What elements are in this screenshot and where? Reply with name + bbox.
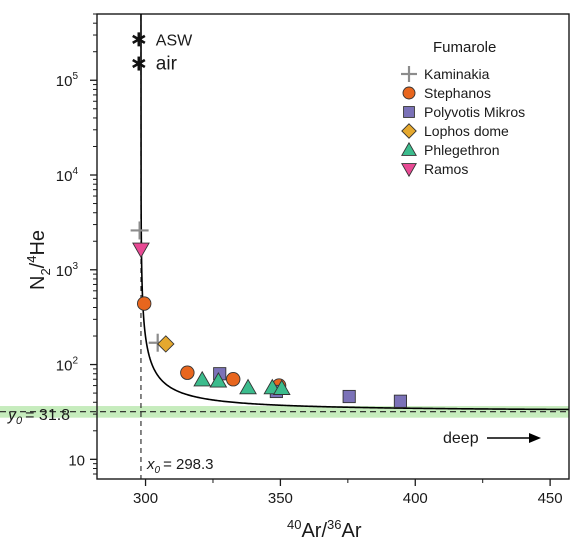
- reference-points: ASW air: [132, 32, 193, 75]
- y0-label-value: = 31.8: [25, 407, 70, 424]
- y-tick-exp: 2: [72, 356, 78, 367]
- y-tick-exp: 3: [72, 261, 78, 272]
- y-tick-label: 102: [56, 356, 79, 375]
- legend-label: Kaminakia: [424, 66, 490, 82]
- marker-ramos-shape: [132, 242, 150, 259]
- marker-ramos: [132, 242, 150, 259]
- marker-phlegethron-shape: [272, 379, 291, 395]
- legend-title: Fumarole: [433, 39, 496, 56]
- y-tick-label: 104: [56, 166, 79, 185]
- legend-item-stephanos: Stephanos: [402, 85, 491, 101]
- legend-item-kaminakia: Kaminakia: [401, 66, 490, 82]
- reference-air: air: [132, 54, 178, 75]
- x0-label-value: = 298.3: [163, 456, 213, 473]
- legend-label: Polyvotis Mikros: [424, 104, 525, 120]
- marker-stephanos-shape: [226, 372, 241, 387]
- x-tick-label: 450: [538, 490, 563, 507]
- legend-marker: [401, 141, 417, 156]
- marker-polyvotis-mikros: [342, 389, 356, 404]
- y-label-base3: He: [27, 230, 49, 256]
- legend-marker: [402, 86, 416, 100]
- x-axis-ticks: 300 350 400 450: [133, 479, 563, 507]
- x-tick-label: 400: [403, 490, 428, 507]
- legend-marker: [403, 106, 415, 118]
- marker-polyvotis-mikros-shape: [342, 389, 356, 404]
- marker-stephanos-shape: [180, 365, 195, 380]
- y0-label: y0 = 31.8: [7, 407, 70, 427]
- x-axis-label: 40Ar/36Ar: [287, 517, 362, 542]
- legend-marker: [401, 163, 417, 178]
- y-axis-label: N2/4He: [24, 230, 53, 290]
- marker-lophos-dome-shape: [157, 335, 175, 353]
- legend: Fumarole Kaminakia Stephanos Polyvotis Mik…: [401, 39, 525, 178]
- y-tick-base: 10: [56, 73, 73, 90]
- x-label-sup2: 36: [327, 517, 341, 532]
- legend-label: Ramos: [424, 161, 468, 177]
- marker-phlegethron: [193, 370, 212, 387]
- x-label-base2: Ar: [342, 520, 362, 542]
- marker-stephanos: [180, 365, 195, 380]
- marker-stephanos: [136, 296, 152, 311]
- y-tick-base: 10: [68, 452, 85, 469]
- y-label-base1: N: [27, 276, 49, 290]
- y-tick-label: 105: [56, 71, 79, 90]
- marker-stephanos-shape: [136, 296, 152, 311]
- legend-label: Lophos dome: [424, 123, 509, 139]
- y0-label-sub: 0: [16, 415, 23, 427]
- x0-label: x0 = 298.3: [146, 456, 214, 476]
- deep-arrow-icon: [487, 433, 541, 443]
- marker-stephanos: [226, 372, 241, 387]
- asterisk-icon: [132, 34, 146, 44]
- reference-label: ASW: [156, 32, 193, 49]
- x-label-sup1: 40: [287, 517, 301, 532]
- marker-phlegethron: [209, 372, 228, 388]
- legend-label: Phlegethron: [424, 142, 500, 158]
- plot-frame: [96, 13, 570, 480]
- y-tick-base: 10: [56, 263, 73, 280]
- y-tick-label: 10: [68, 452, 85, 469]
- reference-asw: ASW: [132, 32, 193, 49]
- x-tick-label: 350: [268, 490, 293, 507]
- marker-kaminakia: [130, 221, 149, 240]
- plot-area: [96, 13, 570, 480]
- x-tick-label: 300: [133, 490, 158, 507]
- y-tick-label: 103: [56, 261, 79, 280]
- legend-item-phlegethron: Phlegethron: [401, 141, 500, 158]
- reference-label: air: [156, 54, 178, 75]
- x0-label-sub: 0: [155, 465, 161, 476]
- marker-phlegethron: [272, 379, 291, 395]
- marker-phlegethron-shape: [239, 378, 257, 395]
- deep-annotation: deep: [443, 430, 479, 447]
- marker-lophos-dome: [157, 335, 175, 353]
- marker-polyvotis-mikros-shape: [393, 394, 407, 408]
- x-label-base1: Ar/: [301, 520, 327, 542]
- y-label-base2: /: [27, 262, 49, 268]
- asterisk-icon: [132, 58, 146, 69]
- fit-curve: [140, 13, 569, 411]
- y-label-sup: 4: [24, 256, 39, 263]
- y-tick-exp: 4: [72, 166, 78, 177]
- marker-phlegethron: [239, 378, 257, 395]
- legend-item-lophos-dome: Lophos dome: [401, 123, 509, 139]
- y-label-sub: 2: [38, 268, 53, 275]
- marker-phlegethron-shape: [193, 370, 212, 387]
- marker-phlegethron-shape: [209, 372, 228, 388]
- legend-item-polyvotis-mikros: Polyvotis Mikros: [403, 104, 525, 120]
- legend-item-ramos: Ramos: [401, 161, 468, 178]
- marker-polyvotis-mikros: [393, 394, 407, 408]
- data-markers: [130, 221, 407, 408]
- y-tick-base: 10: [56, 168, 73, 185]
- x0-label-var: x: [146, 456, 155, 473]
- y0-label-var: y: [7, 407, 17, 424]
- y-tick-base: 10: [56, 358, 73, 375]
- y-tick-exp: 5: [72, 71, 78, 82]
- legend-label: Stephanos: [424, 85, 491, 101]
- legend-marker: [401, 123, 417, 139]
